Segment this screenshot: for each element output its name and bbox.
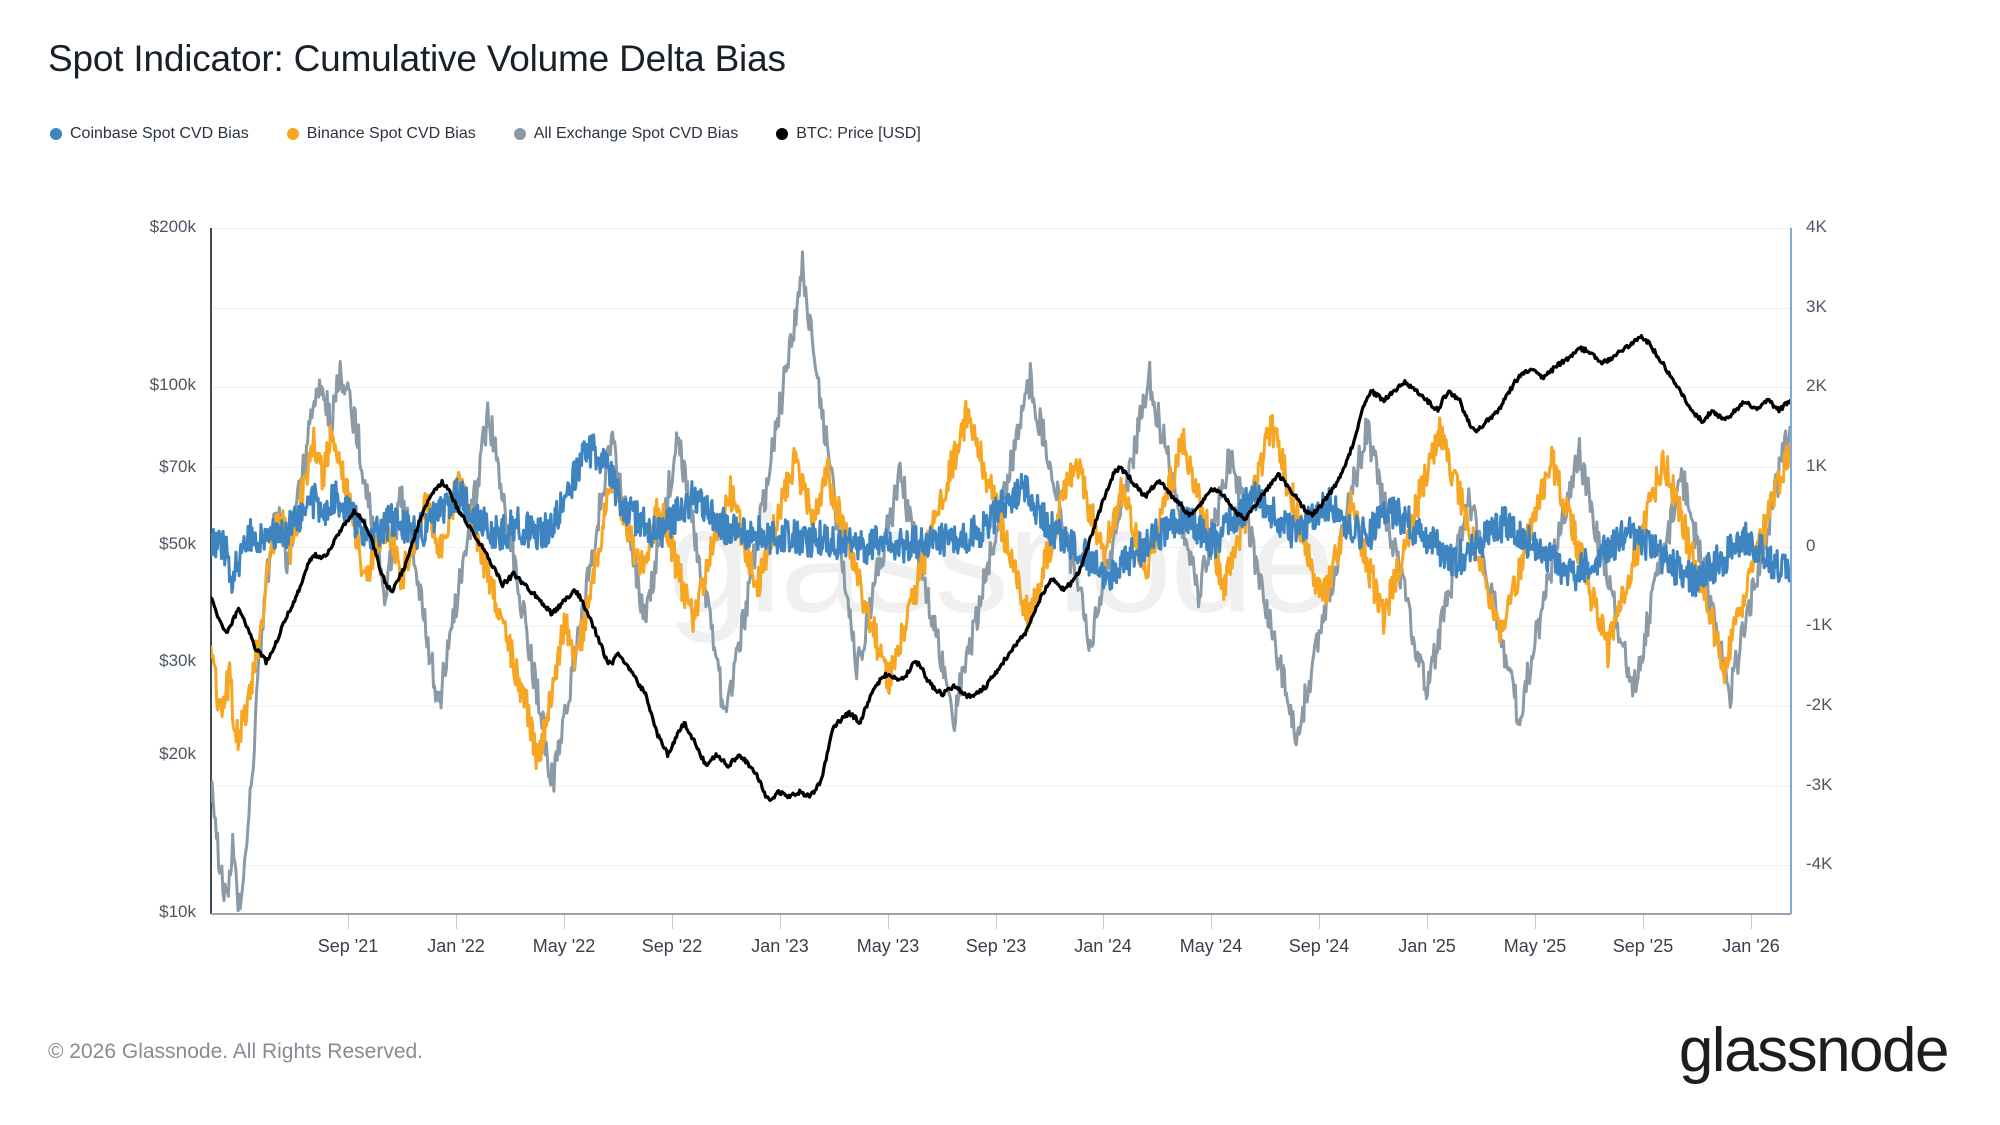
legend-item-1[interactable]: Binance Spot CVD Bias bbox=[286, 125, 476, 143]
x-axis-tick-label: May '23 bbox=[856, 936, 920, 956]
x-axis-tick-mark bbox=[1751, 915, 1752, 929]
y-axis-left-line bbox=[210, 228, 212, 914]
x-axis-tick-label: Sep '22 bbox=[641, 936, 703, 956]
gridline bbox=[211, 626, 1790, 627]
chart-area: glassnode $200k $100k $70k $50k $30k $20k $10k… bbox=[149, 217, 1833, 956]
y-axis-right-line bbox=[1790, 228, 1792, 914]
chart-legend: Coinbase Spot CVD Bias Binance Spot CVD B… bbox=[50, 125, 959, 143]
legend-item-label: Coinbase Spot CVD Bias bbox=[70, 125, 249, 142]
x-axis-tick-mark bbox=[996, 915, 997, 929]
x-axis-tick-mark bbox=[1535, 915, 1536, 929]
gridline bbox=[211, 228, 1790, 229]
x-axis-tick-label: Sep '23 bbox=[965, 936, 1027, 956]
x-axis-tick-label: Jan '26 bbox=[1722, 936, 1780, 956]
x-axis-tick-label: Sep '25 bbox=[1612, 936, 1674, 956]
y-axis-right-tick-label: 4K bbox=[1806, 217, 1827, 236]
x-axis-tick-mark bbox=[888, 915, 889, 929]
page-title: Spot Indicator: Cumulative Volume Delta … bbox=[48, 38, 786, 79]
y-axis-left-tick-label: $30k bbox=[159, 650, 196, 670]
x-axis-tick-mark bbox=[1211, 915, 1212, 929]
x-axis-tick-mark bbox=[1103, 915, 1104, 929]
legend-item-label: Binance Spot CVD Bias bbox=[306, 125, 476, 142]
y-axis-right-tick-label: -2K bbox=[1806, 694, 1833, 714]
x-axis-tick-label: Jan '25 bbox=[1398, 936, 1456, 956]
gridline bbox=[211, 547, 1790, 548]
x-axis-tick-label: Jan '22 bbox=[427, 936, 485, 956]
y-axis-right-tick-label: -4K bbox=[1806, 854, 1833, 874]
legend-item-3[interactable]: BTC: Price [USD] bbox=[776, 125, 921, 143]
x-axis-tick-label: Sep '24 bbox=[1288, 936, 1350, 956]
x-axis-tick-mark bbox=[348, 915, 349, 929]
x-axis-tick-label: Jan '24 bbox=[1074, 936, 1132, 956]
gridline bbox=[211, 706, 1790, 707]
footer-copyright: © 2026 Glassnode. All Rights Reserved. bbox=[48, 1040, 424, 1063]
x-axis-tick-mark bbox=[672, 915, 673, 929]
gridline bbox=[211, 387, 1790, 388]
y-axis-right-tick-label: 1K bbox=[1806, 455, 1827, 475]
y-axis-left-tick-label: $200k bbox=[149, 217, 196, 236]
series-line-2 bbox=[211, 250, 1790, 913]
y-axis-left-tick-label: $100k bbox=[149, 375, 196, 395]
gridline bbox=[211, 308, 1790, 309]
x-axis-tick-label: Jan '23 bbox=[751, 936, 809, 956]
y-axis-right-tick-label: 3K bbox=[1806, 296, 1827, 316]
x-axis-tick-mark bbox=[1643, 915, 1644, 929]
series-line-0 bbox=[211, 433, 1790, 598]
legend-dot-icon bbox=[776, 128, 789, 140]
legend-dot-icon bbox=[50, 128, 62, 140]
x-axis-tick-mark bbox=[1427, 915, 1428, 929]
legend-item-label: All Exchange Spot CVD Bias bbox=[533, 125, 739, 142]
y-axis-left-tick-label: $20k bbox=[159, 743, 196, 763]
legend-item-0[interactable]: Coinbase Spot CVD Bias bbox=[50, 125, 249, 143]
x-axis-line bbox=[211, 913, 1791, 915]
y-axis-left-tick-label: $10k bbox=[159, 902, 196, 921]
y-axis-right-tick-label: -3K bbox=[1806, 774, 1833, 794]
glassnode-logo: glassnode bbox=[1678, 1016, 1950, 1085]
gridline bbox=[211, 467, 1790, 468]
y-axis-left-tick-label: $70k bbox=[159, 457, 196, 477]
x-axis-tick-mark bbox=[780, 915, 781, 929]
series-svg bbox=[211, 250, 1790, 913]
x-axis-tick-label: May '22 bbox=[532, 936, 596, 956]
series-line-1 bbox=[211, 399, 1790, 771]
x-axis-tick-mark bbox=[564, 915, 565, 929]
legend-item-label: BTC: Price [USD] bbox=[796, 125, 921, 142]
y-axis-right-tick-label: 2K bbox=[1806, 376, 1827, 396]
legend-dot-icon bbox=[513, 128, 526, 140]
y-axis-left-tick-label: $50k bbox=[159, 533, 196, 553]
gridline bbox=[211, 865, 1790, 866]
y-axis-right-tick-label: 0 bbox=[1806, 535, 1816, 555]
x-axis-tick-mark bbox=[456, 915, 457, 929]
x-axis-tick-label: May '25 bbox=[1503, 936, 1567, 956]
y-axis-right-tick-label: -1K bbox=[1806, 615, 1833, 635]
plot-series-container bbox=[211, 228, 1790, 913]
series-line-3 bbox=[211, 334, 1790, 803]
legend-item-2[interactable]: All Exchange Spot CVD Bias bbox=[513, 125, 739, 143]
legend-dot-icon bbox=[286, 128, 299, 140]
x-axis-tick-mark bbox=[1319, 915, 1320, 929]
gridline bbox=[211, 786, 1790, 787]
x-axis-tick-label: May '24 bbox=[1179, 936, 1243, 956]
x-axis-tick-label: Sep '21 bbox=[317, 936, 379, 956]
